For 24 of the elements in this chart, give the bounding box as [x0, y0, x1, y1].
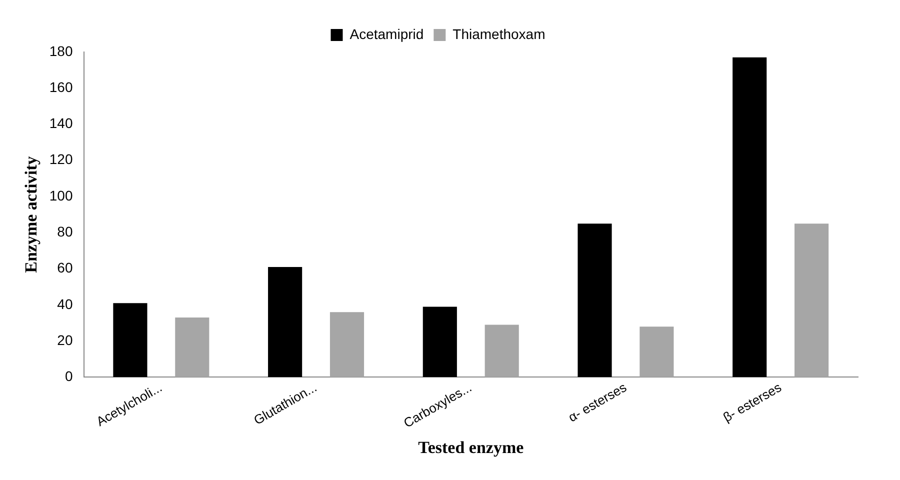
- y-tick-label: 180: [49, 42, 73, 59]
- y-tick-label: 60: [57, 260, 73, 276]
- x-axis-title: Tested enzyme: [418, 438, 524, 458]
- y-tick-label: 40: [57, 296, 73, 312]
- y-tick-label: 100: [49, 187, 73, 204]
- bar: [794, 224, 829, 378]
- y-tick-label: 0: [64, 368, 73, 384]
- bar: [640, 326, 674, 378]
- bar: [175, 318, 210, 378]
- legend-label: Thiamethoxam: [452, 26, 546, 42]
- bar: [113, 303, 148, 378]
- y-axis-title: Enzyme activity: [22, 156, 41, 273]
- y-tick-label: 80: [57, 224, 73, 240]
- bar: [268, 266, 302, 378]
- bar: [484, 324, 519, 378]
- y-tick-label: 20: [57, 332, 73, 348]
- bar: [732, 57, 767, 378]
- legend-label: Acetamiprid: [350, 26, 424, 42]
- bar: [578, 224, 612, 378]
- y-tick-label: 160: [49, 78, 73, 95]
- y-tick-label: 140: [49, 115, 73, 132]
- y-tick-label: 120: [49, 151, 73, 168]
- bar: [330, 312, 364, 378]
- bar: [422, 306, 457, 378]
